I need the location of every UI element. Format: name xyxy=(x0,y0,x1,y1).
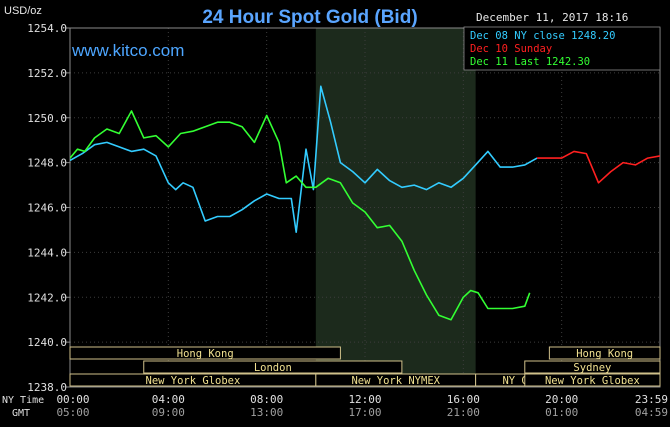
session-label: London xyxy=(254,362,292,374)
legend-last: Dec 11 Last 1242.30 xyxy=(470,56,590,68)
session-label: Hong Kong xyxy=(177,348,234,360)
session-bar xyxy=(524,360,661,374)
session-label: Sydney xyxy=(573,362,611,374)
session-label: New York Globex xyxy=(146,375,241,387)
gmt-tick: 04:59 xyxy=(635,406,668,419)
y-tick-label: 1250.0 xyxy=(27,112,67,125)
y-tick-label: 1254.0 xyxy=(27,22,67,35)
unit-label: USD/oz xyxy=(4,5,42,17)
session-bar xyxy=(69,346,341,360)
price-series xyxy=(70,85,660,321)
session-label: New York NYMEX xyxy=(351,375,440,387)
gmt-tick: 17:00 xyxy=(348,406,381,419)
gmt-tick: 05:00 xyxy=(56,406,89,419)
ny-time-tick: 04:00 xyxy=(152,393,185,406)
gmt-tick: 01:00 xyxy=(545,406,578,419)
session-bar xyxy=(548,346,661,360)
ny-time-tick: 08:00 xyxy=(250,393,283,406)
session-bar xyxy=(143,360,403,374)
y-tick-label: 1242.0 xyxy=(27,291,67,304)
ny-time-tick: 16:00 xyxy=(447,393,480,406)
legend-ny-close: Dec 08 NY close 1248.20 xyxy=(470,30,615,42)
y-tick-label: 1240.0 xyxy=(27,336,67,349)
legend-box xyxy=(463,26,661,71)
session-label: Hong Kong xyxy=(576,348,633,360)
series-line xyxy=(537,150,660,184)
ny-time-label: NY Time xyxy=(2,395,44,406)
y-tick-label: 1248.0 xyxy=(27,157,67,170)
y-tick-label: 1252.0 xyxy=(27,67,67,80)
nymex-session-shade xyxy=(315,28,476,387)
ny-time-tick: 23:59 xyxy=(635,393,668,406)
y-tick-label: 1244.0 xyxy=(27,246,67,259)
gmt-tick: 13:00 xyxy=(250,406,283,419)
legend-sunday: Dec 10 Sunday xyxy=(470,43,552,55)
ny-time-tick: 00:00 xyxy=(56,393,89,406)
session-bar xyxy=(524,373,661,387)
y-axis-ticks: 1254.0 1252.0 1250.0 1248.0 1246.0 1244.0 1242… xyxy=(27,22,70,394)
ny-time-tick: 20:00 xyxy=(545,393,578,406)
gmt-tick: 09:00 xyxy=(152,406,185,419)
market-sessions: Hong Kong London New York Globex New York N… xyxy=(69,346,661,387)
y-tick-label: 1238.0 xyxy=(27,381,67,394)
site-watermark: www.kitco.com xyxy=(71,41,184,60)
chart-title: 24 Hour Spot Gold (Bid) xyxy=(202,7,417,28)
gmt-label: GMT xyxy=(12,408,30,419)
series-line xyxy=(70,85,538,233)
gmt-tick: 21:00 xyxy=(447,406,480,419)
y-tick-label: 1246.0 xyxy=(27,202,67,215)
timestamp: December 11, 2017 18:16 xyxy=(476,11,628,24)
ny-time-tick: 12:00 xyxy=(348,393,381,406)
session-label: New York Globex xyxy=(545,375,640,387)
series-line xyxy=(70,110,531,321)
